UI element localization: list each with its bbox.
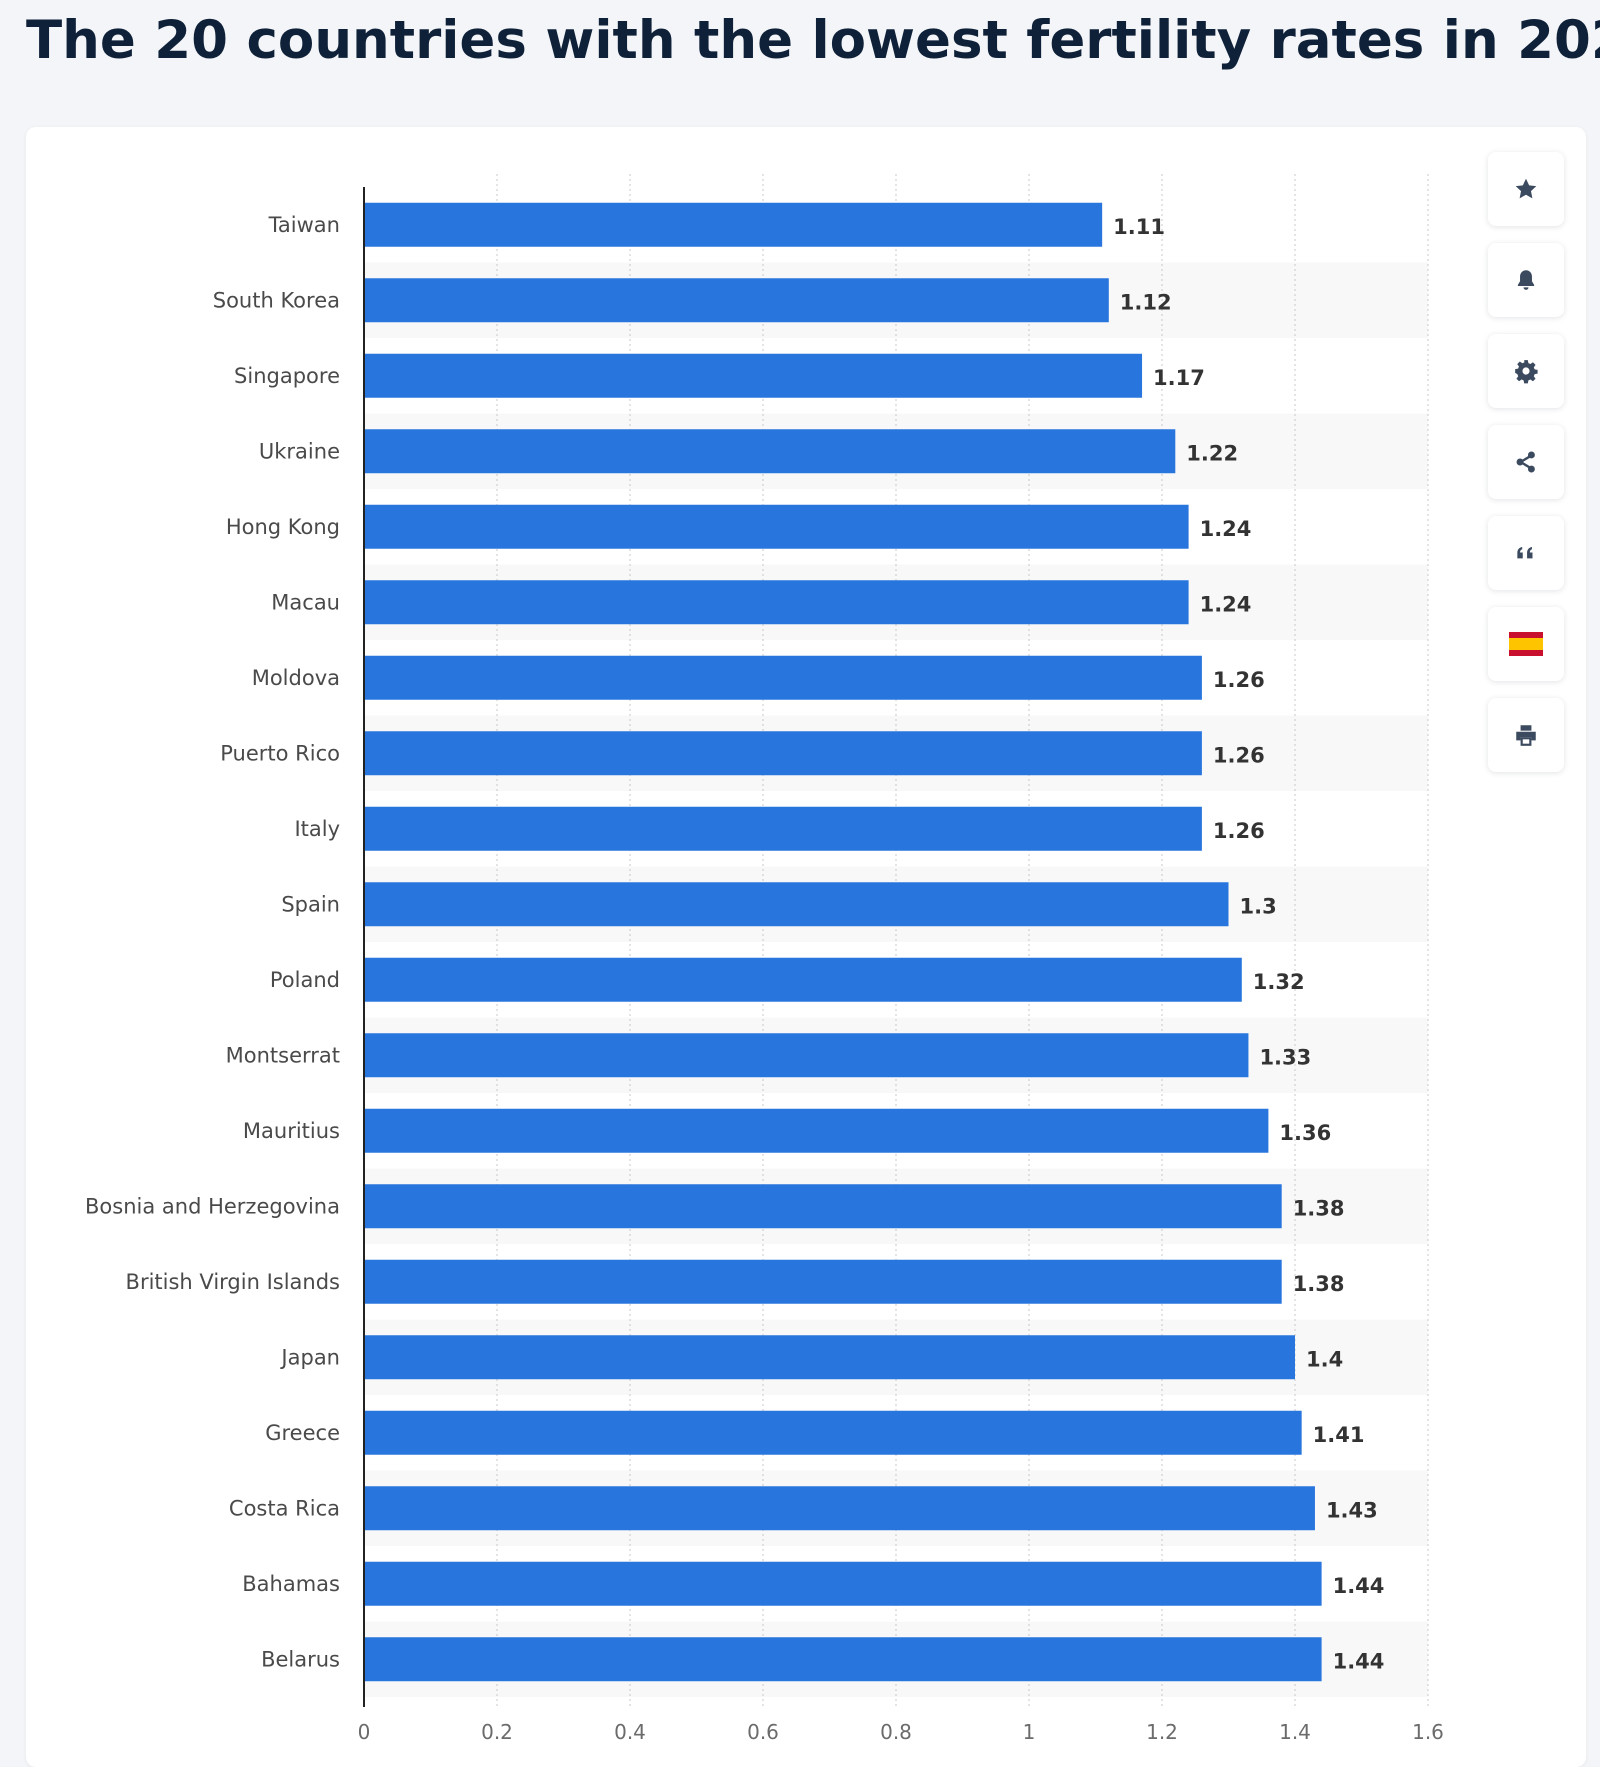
category-label: Italy bbox=[294, 817, 340, 841]
data-label: 1.17 bbox=[1153, 366, 1205, 390]
bar bbox=[365, 1259, 1282, 1304]
data-label: 1.26 bbox=[1213, 819, 1265, 843]
favorite-button[interactable] bbox=[1488, 152, 1564, 226]
bar bbox=[365, 580, 1189, 625]
data-label: 1.24 bbox=[1200, 592, 1252, 616]
bar bbox=[365, 731, 1202, 776]
language-button[interactable] bbox=[1488, 607, 1564, 681]
notification-button[interactable] bbox=[1488, 243, 1564, 317]
x-tick-label: 0.4 bbox=[614, 1720, 646, 1744]
x-tick-label: 1 bbox=[1023, 1720, 1036, 1744]
category-label: Poland bbox=[270, 968, 340, 992]
bar bbox=[365, 429, 1176, 474]
bar bbox=[365, 1108, 1269, 1153]
bar bbox=[365, 957, 1242, 1002]
quote-icon bbox=[1517, 547, 1533, 559]
category-label: Costa Rica bbox=[229, 1496, 340, 1520]
print-button[interactable] bbox=[1488, 698, 1564, 772]
x-tick-label: 0.8 bbox=[880, 1720, 912, 1744]
data-label: 1.11 bbox=[1113, 215, 1165, 239]
data-label: 1.24 bbox=[1200, 517, 1252, 541]
bar bbox=[365, 278, 1109, 323]
data-label: 1.26 bbox=[1213, 668, 1265, 692]
data-label: 1.26 bbox=[1213, 743, 1265, 767]
bar bbox=[365, 806, 1202, 851]
category-label: British Virgin Islands bbox=[126, 1270, 340, 1294]
bar bbox=[365, 1033, 1249, 1078]
data-label: 1.3 bbox=[1240, 894, 1277, 918]
settings-button[interactable] bbox=[1488, 334, 1564, 408]
data-label: 1.43 bbox=[1326, 1498, 1378, 1522]
bell-icon bbox=[1517, 270, 1535, 290]
x-tick-label: 1.4 bbox=[1279, 1720, 1311, 1744]
bar-chart: 0 0.2 0.4 0.6 0.8 1 1.2 1.4 1.6 Taiwan 1.11 South K… bbox=[85, 174, 1444, 1744]
category-label: Belarus bbox=[261, 1647, 340, 1671]
category-label: Puerto Rico bbox=[220, 741, 340, 765]
gear-icon bbox=[1515, 360, 1538, 384]
bar bbox=[365, 1410, 1302, 1455]
category-label: Greece bbox=[265, 1421, 340, 1445]
bar bbox=[365, 1486, 1315, 1531]
category-label: Bahamas bbox=[242, 1572, 340, 1596]
bar bbox=[365, 1637, 1322, 1682]
category-label: Singapore bbox=[234, 364, 340, 388]
x-tick-label: 0.6 bbox=[747, 1720, 779, 1744]
category-label: Spain bbox=[281, 892, 340, 916]
category-label: Macau bbox=[271, 590, 340, 614]
bar bbox=[365, 655, 1202, 700]
data-label: 1.32 bbox=[1253, 970, 1305, 994]
data-label: 1.38 bbox=[1293, 1272, 1345, 1296]
data-label: 1.33 bbox=[1259, 1045, 1311, 1069]
data-label: 1.44 bbox=[1333, 1574, 1385, 1598]
category-label: Bosnia and Herzegovina bbox=[85, 1194, 340, 1218]
x-tick-label: 0 bbox=[358, 1720, 371, 1744]
cite-button[interactable] bbox=[1488, 516, 1564, 590]
category-label: Japan bbox=[279, 1345, 340, 1369]
data-label: 1.12 bbox=[1120, 290, 1172, 314]
chart-card: 0 0.2 0.4 0.6 0.8 1 1.2 1.4 1.6 Taiwan 1.11 South K… bbox=[26, 127, 1586, 1767]
category-label: Moldova bbox=[252, 666, 340, 690]
bar bbox=[365, 1184, 1282, 1229]
x-tick-label: 0.2 bbox=[481, 1720, 513, 1744]
chart-toolbar bbox=[1488, 152, 1564, 789]
star-icon bbox=[1515, 178, 1537, 199]
category-label: South Korea bbox=[213, 288, 340, 312]
bar bbox=[365, 1335, 1295, 1380]
page-title: The 20 countries with the lowest fertili… bbox=[26, 10, 1600, 71]
bar bbox=[365, 202, 1103, 247]
data-label: 1.38 bbox=[1293, 1196, 1345, 1220]
data-label: 1.36 bbox=[1279, 1121, 1331, 1145]
category-label: Hong Kong bbox=[226, 515, 340, 539]
share-button[interactable] bbox=[1488, 425, 1564, 499]
bar bbox=[365, 353, 1143, 398]
data-label: 1.41 bbox=[1313, 1423, 1365, 1447]
x-tick-label: 1.2 bbox=[1146, 1720, 1178, 1744]
category-label: Taiwan bbox=[268, 213, 340, 237]
spanish-flag-icon bbox=[1509, 632, 1543, 656]
data-label: 1.44 bbox=[1333, 1649, 1385, 1673]
category-label: Ukraine bbox=[259, 439, 340, 463]
bar bbox=[365, 504, 1189, 549]
print-icon bbox=[1516, 725, 1536, 746]
x-tick-label: 1.6 bbox=[1412, 1720, 1444, 1744]
category-label: Mauritius bbox=[243, 1119, 340, 1143]
bar bbox=[365, 882, 1229, 927]
data-label: 1.4 bbox=[1306, 1347, 1343, 1371]
data-label: 1.22 bbox=[1186, 441, 1238, 465]
bar bbox=[365, 1561, 1322, 1606]
share-icon bbox=[1516, 451, 1535, 473]
category-label: Montserrat bbox=[226, 1043, 340, 1067]
